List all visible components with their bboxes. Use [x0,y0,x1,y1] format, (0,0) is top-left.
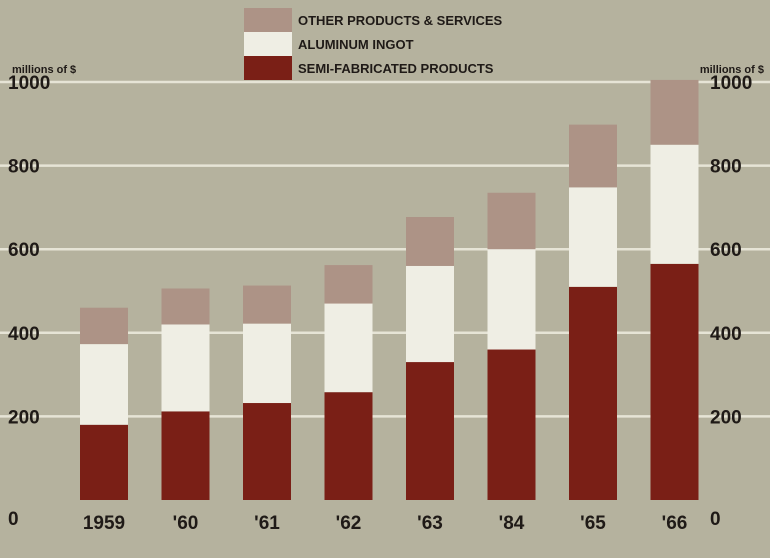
y-axis-ticks: 0 0 200 200 400 400 600 600 800 800 1000 1000 [8,73,752,530]
x-tick-label: '65 [580,513,606,534]
y-tick-label-right: 200 [710,407,742,428]
legend-swatch [244,32,292,56]
bar-segment [80,307,128,345]
legend-label: ALUMINUM INGOT [298,37,414,52]
bar-segment [487,349,536,500]
x-tick-label: '66 [662,513,688,534]
bar-segment [650,263,699,500]
bars [80,79,699,500]
x-tick-label: '63 [417,513,443,534]
bar-segment [487,249,536,350]
x-axis-labels: 1959 '60 '61 '62 '63 '84 '65 '66 [83,513,687,534]
x-tick-label: '61 [254,513,280,534]
bar-segment [650,144,699,264]
y-tick-label-right: 0 [710,509,721,530]
legend: OTHER PRODUCTS & SERVICES ALUMINUM INGOT S… [244,8,503,80]
y-tick-label-right: 1000 [710,73,752,94]
bar-segment [243,285,291,324]
y-tick-label-left: 1000 [8,73,50,94]
x-tick-label: '84 [499,513,525,534]
legend-label: OTHER PRODUCTS & SERVICES [298,13,503,28]
bar-segment [161,288,210,325]
bar-segment [243,323,291,404]
bar-segment [324,392,373,500]
bar-segment [243,403,291,500]
y-tick-label-left: 200 [8,407,40,428]
bar-segment [406,362,454,500]
bar-segment [569,124,617,188]
x-tick-label: '60 [173,513,199,534]
y-axis-label-left: millions of $ [12,64,76,76]
bar-segment [406,217,454,266]
bar-segment [650,79,699,145]
y-tick-label-right: 600 [710,240,742,261]
bar-segment [324,265,373,304]
gridlines [0,80,770,418]
y-tick-label-left: 600 [8,240,40,261]
bar-segment [161,324,210,412]
y-axis-label-right: millions of $ [700,64,764,76]
y-tick-label-right: 400 [710,324,742,345]
legend-swatch [244,8,292,32]
y-tick-label-left: 0 [8,509,19,530]
bar-segment [161,411,210,500]
bar-segment [406,265,454,363]
legend-swatch [244,56,292,80]
bar-segment [80,344,128,425]
bar-segment [487,192,536,250]
y-tick-label-left: 400 [8,324,40,345]
bar-segment [324,303,373,393]
bar-segment [569,286,617,500]
bar-segment [80,424,128,500]
x-tick-label: 1959 [83,513,125,534]
legend-label: SEMI-FABRICATED PRODUCTS [298,61,494,76]
bar-segment [569,187,617,287]
x-tick-label: '62 [336,513,362,534]
y-tick-label-left: 800 [8,157,40,178]
y-tick-label-right: 800 [710,157,742,178]
